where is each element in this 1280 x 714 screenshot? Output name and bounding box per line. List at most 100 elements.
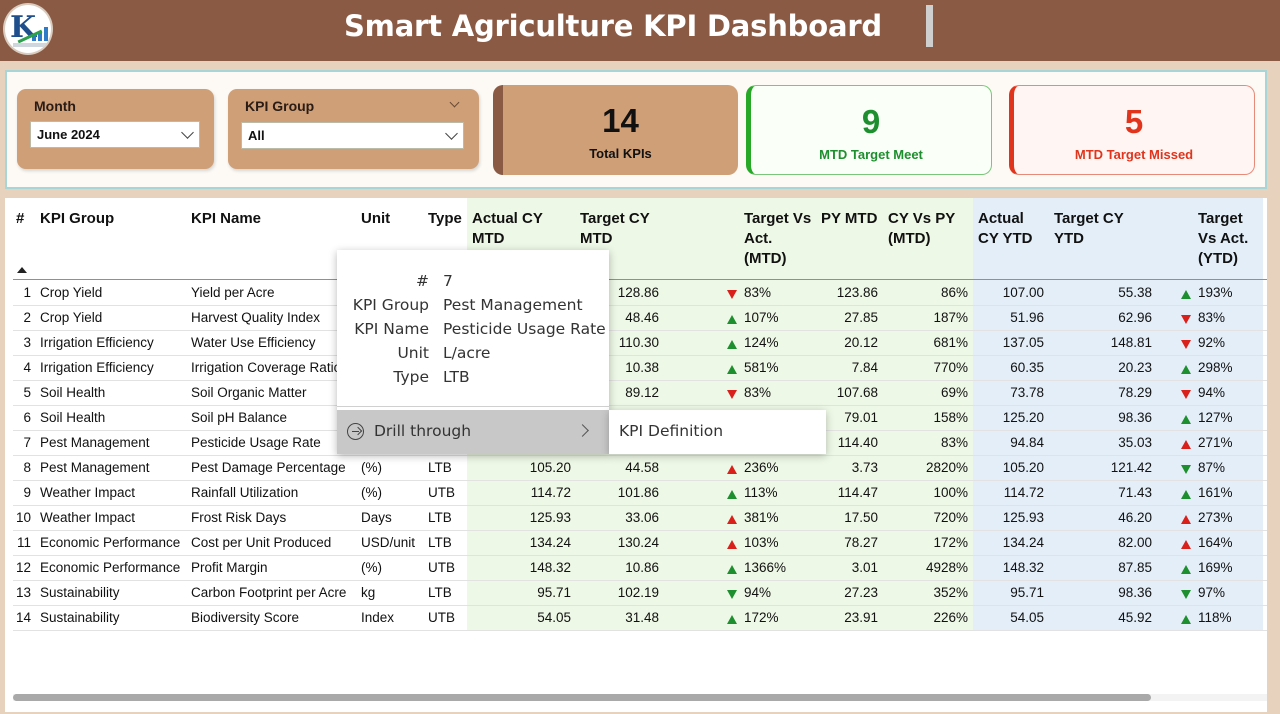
cell-actual-ytd: 125.93	[1002, 510, 1044, 525]
cell-target-mtd: 10.38	[625, 360, 659, 375]
cell-py-mtd: 3.01	[851, 560, 878, 575]
cell-cyvspy: 86%	[940, 285, 968, 300]
col-header-actual-cy-ytd[interactable]: Actual CY YTD	[978, 210, 1033, 247]
triangle-up-icon	[1181, 290, 1191, 299]
cell-group: Pest Management	[40, 460, 150, 475]
col-header-kpi-group[interactable]: KPI Group	[40, 210, 115, 227]
month-dropdown[interactable]: June 2024	[30, 121, 200, 148]
row-divider	[13, 355, 1267, 356]
triangle-up-icon	[1181, 490, 1191, 499]
cell-cyvspy: 4928%	[925, 560, 968, 575]
table-row[interactable]: 10 Weather Impact Frost Risk Days Days LTB 12…	[5, 506, 1267, 531]
col-header-cy-vs-py-mtd[interactable]: CY Vs PY (MTD)	[888, 210, 956, 247]
table-row[interactable]: 1 Crop Yield Yield per Acre 128.86 83% 123.86…	[5, 281, 1267, 306]
table-row[interactable]: 2 Crop Yield Harvest Quality Index 48.46 107…	[5, 306, 1267, 331]
cell-py-mtd: 114.40	[837, 435, 878, 450]
col-header-target-cy-mtd[interactable]: Target CY MTD	[580, 210, 650, 247]
chevron-down-icon	[445, 127, 458, 140]
cell-target-mtd: 89.12	[625, 385, 659, 400]
cell-type: LTB	[428, 585, 452, 600]
cell-group: Sustainability	[40, 585, 120, 600]
cell-target-ytd: 78.29	[1118, 385, 1152, 400]
tooltip-field-key: Type	[393, 368, 429, 386]
tooltip-field-value: 7	[443, 272, 453, 290]
cell-py-mtd: 79.01	[844, 410, 878, 425]
cell-group: Pest Management	[40, 435, 150, 450]
sort-ascending-icon[interactable]	[17, 267, 27, 273]
col-header-num[interactable]: #	[16, 210, 25, 227]
table-row[interactable]: 13 Sustainability Carbon Footprint per Acr…	[5, 581, 1267, 606]
table-row[interactable]: 7 Pest Management Pesticide Usage Rate 114.…	[5, 431, 1267, 456]
cell-num: 8	[23, 460, 31, 475]
tooltip-field-key: Unit	[397, 344, 429, 362]
kpi-group-slicer: KPI Group All	[228, 89, 479, 169]
triangle-up-icon	[1181, 440, 1191, 449]
cell-unit: (%)	[361, 460, 382, 475]
cell-type: LTB	[428, 460, 452, 475]
cell-num: 14	[15, 610, 31, 625]
triangle-down-icon	[727, 390, 737, 399]
tooltip-field-value: Pest Management	[443, 296, 583, 314]
cell-actual-ytd: 54.05	[1010, 610, 1044, 625]
col-header-py-mtd[interactable]: PY MTD	[821, 210, 878, 227]
table-row[interactable]: 4 Irrigation Efficiency Irrigation Coverag…	[5, 356, 1267, 381]
chevron-right-icon	[576, 424, 589, 437]
table-row[interactable]: 3 Irrigation Efficiency Water Use Efficien…	[5, 331, 1267, 356]
cell-actual-ytd: 148.32	[1002, 560, 1044, 575]
row-divider	[13, 305, 1267, 306]
triangle-down-icon	[1181, 340, 1191, 349]
col-header-target-vs-act-ytd[interactable]: Target Vs Act. (YTD)	[1198, 210, 1249, 267]
kpi-definition-menu-item[interactable]: KPI Definition	[609, 410, 826, 454]
tooltip-field-key: #	[416, 272, 429, 290]
cell-cyvspy: 187%	[933, 310, 968, 325]
col-header-unit[interactable]: Unit	[361, 210, 391, 227]
cell-name: Profit Margin	[191, 560, 268, 575]
cell-type: LTB	[428, 535, 452, 550]
col-header-target-cy-ytd[interactable]: Target CY YTD	[1054, 210, 1124, 247]
cell-num: 9	[23, 485, 31, 500]
cell-name: Carbon Footprint per Acre	[191, 585, 347, 600]
cell-target-mtd: 101.86	[617, 485, 659, 500]
cell-unit: (%)	[361, 485, 382, 500]
cell-group: Weather Impact	[40, 485, 136, 500]
month-dropdown-value: June 2024	[37, 127, 100, 142]
kpi-group-dropdown[interactable]: All	[241, 122, 464, 149]
col-header-actual-cy-mtd[interactable]: Actual CY MTD	[472, 210, 543, 247]
table-row[interactable]: 12 Economic Performance Profit Margin (%) UT…	[5, 556, 1267, 581]
cell-unit: (%)	[361, 560, 382, 575]
cell-num: 3	[23, 335, 31, 350]
table-row[interactable]: 8 Pest Management Pest Damage Percentage (%…	[5, 456, 1267, 481]
cell-group: Sustainability	[40, 610, 120, 625]
drill-through-menu-item[interactable]: Drill through	[337, 410, 609, 454]
context-menu: #7 KPI Group Pest Management KPI Name Pestic…	[337, 250, 609, 454]
cell-name: Cost per Unit Produced	[191, 535, 332, 550]
cell-actual-mtd: 125.93	[529, 510, 571, 525]
table-row[interactable]: 11 Economic Performance Cost per Unit Prod…	[5, 531, 1267, 556]
table-row[interactable]: 14 Sustainability Biodiversity Score Index U…	[5, 606, 1267, 631]
triangle-up-icon	[727, 540, 737, 549]
total-kpis-caption: Total KPIs	[589, 146, 652, 161]
triangle-up-icon	[727, 565, 737, 574]
cell-actual-mtd: 95.71	[537, 585, 571, 600]
month-slicer: Month June 2024	[17, 89, 214, 169]
table-row[interactable]: 5 Soil Health Soil Organic Matter 89.12 83% 1…	[5, 381, 1267, 406]
cell-actual-ytd: 105.20	[1002, 460, 1044, 475]
header-divider	[926, 5, 933, 47]
cell-group: Economic Performance	[40, 560, 181, 575]
horizontal-scrollbar-thumb[interactable]	[13, 694, 1151, 701]
cell-tva-mtd: 94%	[744, 585, 772, 600]
col-header-target-vs-act-mtd[interactable]: Target Vs Act. (MTD)	[744, 210, 812, 267]
slicer-collapse-chevron-icon[interactable]	[449, 97, 460, 108]
table-row[interactable]: 9 Weather Impact Rainfall Utilization (%) UT…	[5, 481, 1267, 506]
col-header-kpi-name[interactable]: KPI Name	[191, 210, 262, 227]
row-divider	[13, 380, 1267, 381]
triangle-up-icon	[727, 340, 737, 349]
cell-target-mtd: 48.46	[625, 310, 659, 325]
cell-tva-ytd: 298%	[1198, 360, 1233, 375]
cell-py-mtd: 20.12	[844, 335, 878, 350]
cell-name: Pest Damage Percentage	[191, 460, 346, 475]
cell-tva-ytd: 94%	[1198, 385, 1226, 400]
col-header-type[interactable]: Type	[428, 210, 462, 227]
row-divider	[13, 455, 1267, 456]
cell-tva-mtd: 83%	[744, 285, 772, 300]
